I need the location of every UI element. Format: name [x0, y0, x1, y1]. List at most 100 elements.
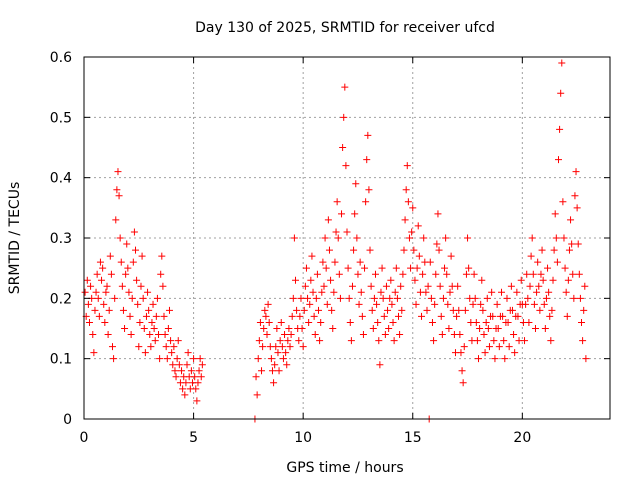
data-point: [546, 312, 554, 320]
y-tick-label: 0.1: [50, 352, 72, 368]
data-point: [252, 373, 260, 381]
data-point: [133, 276, 141, 284]
data-point: [387, 276, 395, 284]
data-point: [365, 186, 373, 194]
data-point: [570, 294, 578, 302]
data-point: [174, 337, 182, 345]
data-point: [336, 294, 344, 302]
data-point: [557, 89, 565, 97]
data-point: [379, 294, 387, 302]
data-point: [582, 355, 590, 363]
data-point: [309, 288, 317, 296]
data-point: [191, 373, 199, 381]
data-point: [434, 210, 442, 218]
data-point: [268, 367, 276, 375]
data-point: [433, 240, 441, 248]
data-point: [498, 288, 506, 296]
data-point: [162, 343, 170, 351]
data-point: [568, 240, 576, 248]
x-tick-label: 15: [404, 430, 422, 446]
data-point: [148, 318, 156, 326]
data-point: [182, 379, 190, 387]
data-point: [537, 270, 545, 278]
y-tick-label: 0: [63, 412, 72, 428]
data-point: [478, 276, 486, 284]
data-point: [112, 216, 120, 224]
data-point: [436, 282, 444, 290]
data-point: [576, 294, 584, 302]
data-point: [361, 264, 369, 272]
data-point: [144, 288, 152, 296]
data-point: [98, 276, 106, 284]
data-point: [301, 282, 309, 290]
data-point: [446, 288, 454, 296]
data-point: [354, 270, 362, 278]
data-point: [181, 391, 189, 399]
data-point: [319, 258, 327, 266]
data-point: [313, 270, 321, 278]
data-point: [475, 355, 482, 363]
data-point: [322, 264, 330, 272]
data-point: [362, 198, 370, 206]
data-point: [275, 367, 283, 375]
data-point: [348, 282, 356, 290]
data-point: [527, 252, 535, 260]
data-point: [316, 337, 324, 345]
data-point: [103, 282, 111, 290]
data-point: [276, 337, 284, 345]
data-point: [114, 168, 122, 176]
data-point: [339, 144, 347, 151]
data-point: [431, 300, 439, 308]
data-point: [307, 276, 315, 284]
data-point: [104, 331, 112, 339]
data-point: [386, 294, 394, 302]
data-point: [580, 306, 588, 314]
data-point: [443, 270, 451, 278]
data-point: [282, 349, 290, 357]
data-point: [359, 331, 367, 339]
data-point: [453, 312, 461, 320]
data-point: [342, 162, 350, 170]
data-point: [298, 325, 306, 332]
data-point: [321, 234, 329, 242]
data-point: [530, 300, 538, 308]
data-point: [346, 318, 354, 326]
data-point: [351, 210, 359, 218]
data-point: [427, 294, 435, 302]
data-point: [501, 355, 509, 363]
data-point: [295, 337, 303, 345]
data-point: [415, 252, 423, 260]
data-point: [553, 258, 561, 266]
data-point: [445, 325, 453, 332]
data-point: [503, 294, 511, 302]
data-point: [428, 318, 436, 326]
data-point: [392, 264, 400, 272]
data-point: [569, 270, 577, 278]
data-point: [581, 282, 589, 290]
y-axis-label: SRMTID / TECUs: [7, 182, 23, 295]
data-point: [261, 306, 269, 314]
data-point: [124, 264, 132, 272]
data-point: [378, 264, 386, 272]
data-point: [540, 300, 548, 308]
data-point: [507, 282, 515, 290]
data-point: [465, 264, 473, 272]
data-point: [281, 331, 289, 339]
y-tick-label: 0.5: [50, 110, 72, 126]
data-point: [90, 349, 98, 357]
data-point: [358, 312, 366, 320]
data-point: [459, 379, 467, 387]
data-point: [397, 282, 405, 290]
data-point: [539, 276, 547, 284]
data-point: [145, 306, 153, 314]
data-point: [272, 343, 280, 351]
data-point: [169, 361, 177, 369]
data-point: [262, 312, 270, 320]
data-point: [356, 258, 364, 266]
data-point: [155, 331, 163, 339]
data-point: [375, 337, 383, 345]
data-point: [91, 306, 99, 314]
data-point: [558, 59, 566, 67]
data-point: [572, 168, 580, 176]
